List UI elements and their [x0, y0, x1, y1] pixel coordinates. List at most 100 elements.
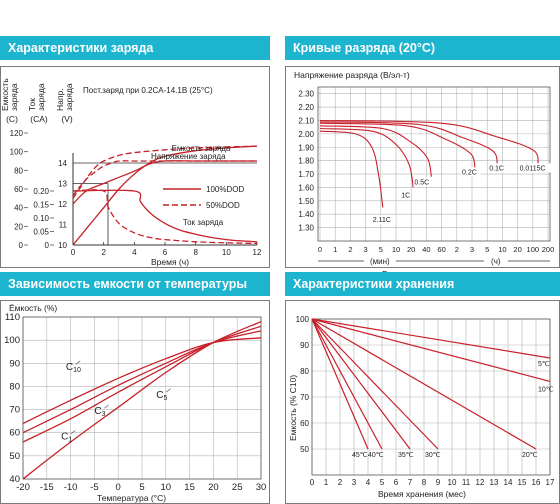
discharge-x-tick: 2: [455, 245, 459, 254]
discharge-x-tick: 3: [470, 245, 474, 254]
discharge-x-tick: 3: [364, 245, 368, 254]
charge-annotation: Напряжение заряда: [151, 152, 226, 161]
storage-x-tick: 12: [476, 478, 485, 487]
charge-cap-tick: 80: [14, 166, 23, 175]
temp-x-label: Температура (°C): [97, 493, 166, 503]
storage-x-tick: 4: [366, 478, 371, 487]
discharge-y-tick: 1.80: [298, 157, 314, 166]
charge-current-dashed-line: [72, 189, 258, 245]
discharge-unit-label: (мин): [370, 257, 390, 266]
temp-series-C1: [22, 321, 262, 480]
temp-series-leader: [70, 430, 76, 434]
charge-annotation: Ток заряда: [183, 218, 224, 227]
discharge-curve-label-bg: [400, 190, 411, 200]
discharge-x-tick: 10: [392, 245, 400, 254]
discharge-y-tick: 1.90: [298, 143, 314, 152]
discharge-curve-5: [319, 119, 539, 168]
discharge-y-tick: 1.40: [298, 210, 314, 219]
charge-axis-unit: (CA): [30, 114, 48, 124]
charge-cur-tick: 0.20: [33, 187, 49, 196]
discharge-x-tick: 40: [422, 245, 430, 254]
temp-y-tick: 50: [9, 451, 20, 462]
discharge-curve-label-bg: [371, 215, 396, 225]
temp-y-tick: 40: [9, 474, 20, 485]
temp-x-tick: -5: [90, 482, 98, 493]
charge-cap-tick: 120: [10, 129, 24, 138]
discharge-plot-frame: [317, 86, 551, 242]
storage-x-tick: 7: [408, 478, 413, 487]
storage-plot-frame: [311, 318, 551, 476]
discharge-y-tick: 2.20: [298, 103, 314, 112]
discharge-curve-label-bg: [413, 177, 433, 187]
temp-series-label: C1: [61, 432, 72, 444]
storage-series-line: [311, 318, 551, 359]
temp-series-leader: [166, 388, 171, 393]
storage-x-tick: 2: [338, 478, 343, 487]
charge-cap-tick: 20: [14, 222, 23, 231]
charge-x-tick: 8: [193, 248, 198, 257]
storage-x-tick: 17: [546, 478, 555, 487]
storage-x-tick: 11: [462, 478, 471, 487]
discharge-x-tick: 1: [333, 245, 337, 254]
charge-axis-title: заряда: [9, 83, 19, 111]
charge-volt-tick: 13: [58, 180, 67, 189]
discharge-panel-title: Кривые разряда (20°C): [285, 36, 560, 60]
temp-y-tick: 100: [4, 335, 20, 346]
temp-y-tick: 90: [9, 358, 20, 369]
discharge-x-tick: 20: [513, 245, 521, 254]
storage-series-line: [311, 318, 383, 450]
storage-panel: Характеристики хранения 100 90 80 70 60 50 0 1 2…: [285, 272, 560, 504]
storage-x-tick: 9: [436, 478, 441, 487]
discharge-y-label: Напряжение разряда (В/эл-т): [294, 70, 410, 80]
temp-series-leader: [104, 404, 109, 409]
temp-x-tick: 10: [161, 482, 172, 493]
discharge-curve-label: 0.5C: [414, 180, 429, 187]
charge-annotation: Емкость заряда: [172, 144, 231, 153]
charge-volt-tick: 12: [58, 200, 67, 209]
storage-series-line: [311, 318, 439, 450]
storage-series-line: [311, 318, 369, 450]
discharge-y-tick: 2.00: [298, 130, 314, 139]
discharge-x-tick: 60: [437, 245, 445, 254]
temp-y-tick: 70: [9, 405, 20, 416]
temp-x-tick: -10: [64, 482, 78, 493]
charge-cur-tick: 0.15: [33, 201, 49, 210]
discharge-y-tick: 1.50: [298, 197, 314, 206]
charge-volt-tick: 14: [58, 159, 67, 168]
charge-capacity-dashed-line: [72, 145, 258, 199]
storage-x-tick: 5: [380, 478, 385, 487]
storage-x-tick: 1: [324, 478, 329, 487]
temperature-panel: Зависимость емкости от температуры Ёмкос…: [0, 272, 270, 504]
discharge-curve-1: [319, 127, 414, 188]
storage-y-tick: 70: [300, 393, 309, 402]
discharge-curve-label-bg: [461, 167, 481, 177]
storage-series-label: 10℃: [538, 386, 554, 393]
storage-x-tick: 14: [504, 478, 513, 487]
discharge-x-tick: 100: [527, 245, 540, 254]
discharge-panel: Кривые разряда (20°C) Напряжение разряда…: [285, 36, 560, 279]
discharge-curve-2: [319, 125, 432, 177]
temperature-panel-title: Зависимость емкости от температуры: [0, 272, 270, 296]
charge-legend-label: 100%DOD: [206, 185, 244, 194]
storage-chart-frame: 100 90 80 70 60 50 0 1 2 3 4 5 6 7 8 9 10 11 12 13 14 15 16 17 Е…: [285, 300, 560, 504]
discharge-curve-label: 0.2C: [462, 169, 477, 176]
temp-y-tick: 80: [9, 381, 20, 392]
storage-series-label: 45℃: [352, 452, 368, 459]
temp-x-tick: -20: [16, 482, 30, 493]
discharge-x-tick: 0: [318, 245, 322, 254]
storage-x-tick: 16: [532, 478, 541, 487]
temp-x-tick: 25: [232, 482, 243, 493]
charge-current-solid-line: [72, 189, 258, 243]
discharge-x-tick: 200: [542, 245, 555, 254]
storage-y-tick: 90: [300, 341, 309, 350]
storage-x-label: Время хранения (мес): [378, 489, 466, 499]
discharge-x-tick: 5: [379, 245, 383, 254]
storage-x-tick: 6: [394, 478, 399, 487]
storage-x-tick: 0: [310, 478, 315, 487]
discharge-y-tick: 1.60: [298, 183, 314, 192]
charge-axis-title: заряда: [64, 83, 74, 111]
storage-y-tick: 80: [300, 367, 309, 376]
temp-series-leader: [75, 360, 81, 365]
charge-cap-tick: 60: [14, 185, 23, 194]
